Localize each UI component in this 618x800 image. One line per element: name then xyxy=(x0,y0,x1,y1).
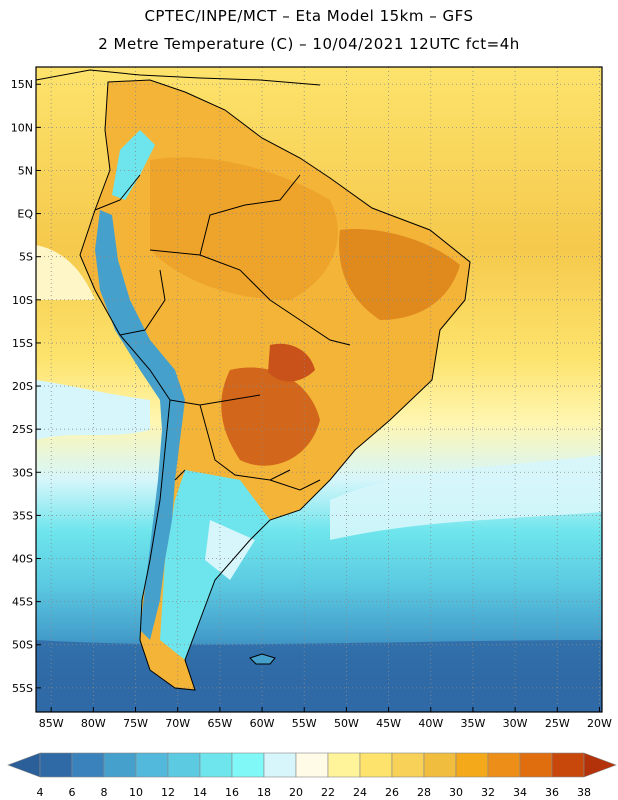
lon-label: 20W xyxy=(587,717,612,730)
colorbar-swatch xyxy=(423,752,457,778)
lat-label: 40S xyxy=(12,553,33,566)
lat-label: EQ xyxy=(17,208,33,221)
lat-label: 30S xyxy=(12,466,33,479)
andes-colombia-cold xyxy=(112,130,155,200)
colorbar-label: 6 xyxy=(69,786,76,799)
colorbar-swatch xyxy=(455,752,489,778)
lat-label: 50S xyxy=(12,639,33,652)
northeast-hot-area xyxy=(339,229,460,320)
colorbar-label: 22 xyxy=(321,786,335,799)
lon-label: 65W xyxy=(207,717,232,730)
lat-label: 10S xyxy=(12,294,33,307)
pantanal-hot-area xyxy=(268,343,315,382)
lon-label: 55W xyxy=(292,717,317,730)
lat-label: 15S xyxy=(12,337,33,350)
lat-label: 10N xyxy=(11,121,33,134)
colorbar-swatch xyxy=(199,752,233,778)
country-borders xyxy=(79,79,471,691)
lon-label: 35W xyxy=(461,717,486,730)
pacific-cool-patch xyxy=(36,380,150,440)
colorbar-label: 36 xyxy=(545,786,559,799)
colorbar-swatch xyxy=(391,752,425,778)
central-hot-area xyxy=(221,367,320,466)
lon-label: 45W xyxy=(376,717,401,730)
colorbar-swatch xyxy=(487,752,521,778)
lon-label: 30W xyxy=(503,717,528,730)
ocean-cool-band xyxy=(330,455,602,540)
lat-label: 35S xyxy=(12,509,33,522)
colorbar-swatch xyxy=(103,752,137,778)
colorbar-label: 20 xyxy=(289,786,303,799)
title-line-1: CPTEC/INPE/MCT – Eta Model 15km – GFS xyxy=(144,7,474,25)
colorbar-label: 24 xyxy=(353,786,367,799)
lat-label: 55S xyxy=(12,682,33,695)
colorbar-right-arrow xyxy=(583,752,617,778)
lon-label: 80W xyxy=(81,717,106,730)
colorbar-swatch xyxy=(231,752,265,778)
colorbar-label: 14 xyxy=(193,786,207,799)
title-line-2: 2 Metre Temperature (C) – 10/04/2021 12U… xyxy=(98,35,520,53)
falkland-islands xyxy=(249,653,276,665)
colorbar-swatch xyxy=(359,752,393,778)
colorbar-swatch xyxy=(71,752,105,778)
colorbar-label: 12 xyxy=(161,786,175,799)
colorbar-swatch xyxy=(327,752,361,778)
colorbar-swatch xyxy=(519,752,553,778)
colorbar-left-arrow xyxy=(7,752,41,778)
colorbar-label: 18 xyxy=(257,786,271,799)
lon-label: 85W xyxy=(39,717,64,730)
colorbar-label: 32 xyxy=(481,786,495,799)
colorbar-label: 16 xyxy=(225,786,239,799)
lon-label: 75W xyxy=(123,717,148,730)
colorbar-swatch xyxy=(167,752,201,778)
colorbar-label: 30 xyxy=(449,786,463,799)
colorbar-swatch xyxy=(263,752,297,778)
andes-cold xyxy=(95,210,185,640)
caribbean-coast xyxy=(36,69,321,86)
lat-label: 15N xyxy=(11,78,33,91)
latitude-labels: 15N 10N 5N EQ 5S 10S 15S 20S 25S 30S 35S 40S 45S 50S 5… xyxy=(11,78,41,695)
colorbar-label: 4 xyxy=(37,786,44,799)
lat-label: 5S xyxy=(19,251,33,264)
patagonia-warm-strip xyxy=(205,520,255,580)
lon-label: 50W xyxy=(334,717,359,730)
lat-label: 25S xyxy=(12,423,33,436)
lat-label: 20S xyxy=(12,380,33,393)
lon-label: 60W xyxy=(250,717,275,730)
map-frame xyxy=(35,66,603,713)
amazon-warm-area xyxy=(150,157,338,300)
colorbar-label: 10 xyxy=(129,786,143,799)
colorbar-label: 8 xyxy=(101,786,108,799)
colorbar-label: 38 xyxy=(577,786,591,799)
lat-label: 5N xyxy=(18,164,33,177)
colorbar-label: 28 xyxy=(417,786,431,799)
longitude-labels: 85W 80W 75W 70W 65W 60W 55W 50W 45W 40W 35W 30W 25W 2… xyxy=(39,707,612,730)
ocean-warm-band xyxy=(36,245,95,300)
colorbar-label: 26 xyxy=(385,786,399,799)
lon-label: 70W xyxy=(165,717,190,730)
lon-label: 40W xyxy=(418,717,443,730)
lon-label: 25W xyxy=(545,717,570,730)
colorbar-label: 34 xyxy=(513,786,527,799)
colorbar-swatch xyxy=(551,752,585,778)
lat-label: 45S xyxy=(12,596,33,609)
colorbar-swatch xyxy=(295,752,329,778)
colorbar-swatch xyxy=(135,752,169,778)
colorbar-swatch xyxy=(39,752,73,778)
